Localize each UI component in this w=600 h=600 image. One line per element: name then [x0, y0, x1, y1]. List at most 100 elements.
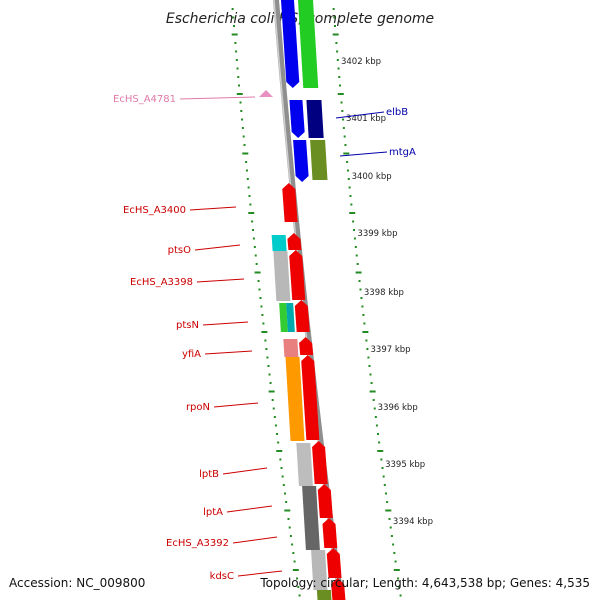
left-tick [298, 594, 301, 597]
right-tick [375, 424, 378, 427]
kbp-tick-label: 3397 kbp [371, 345, 411, 355]
left-tick [276, 450, 283, 452]
left-tick [285, 501, 288, 503]
left-tick [248, 195, 251, 197]
kbp-tick-label: 3400 kbp [352, 172, 392, 182]
left-tick [242, 135, 245, 138]
right-tick [340, 101, 343, 104]
right-tick [383, 484, 386, 486]
kbp-tick-label: 3402 kbp [341, 57, 381, 67]
right-tick [333, 16, 336, 19]
left-tick [249, 203, 252, 206]
right-tick [341, 110, 344, 112]
right-tick [348, 186, 351, 189]
left-tick [236, 93, 243, 95]
reverse-gene-arrow [281, 0, 300, 88]
cog-block [316, 590, 332, 600]
right-tick [346, 169, 349, 172]
reverse-gene-track [281, 0, 309, 182]
gene-label: elbB [386, 107, 408, 118]
gene-label-leader [179, 96, 256, 100]
right-tick [336, 59, 339, 61]
forward-gene-arrow [326, 548, 342, 578]
left-tick [272, 407, 275, 410]
right-tick [347, 178, 350, 180]
left-tick [247, 186, 250, 189]
left-tick [264, 339, 267, 342]
right-tick [349, 212, 356, 214]
right-tick [343, 135, 346, 138]
right-tick [380, 458, 383, 461]
left-tick [297, 586, 300, 588]
left-tick [293, 560, 296, 563]
right-tick [393, 552, 396, 554]
right-tick [366, 348, 369, 350]
gene-labels: EcHS_A4781 elbB mtgA EcHS_A3400 ptsO EcHS_A33… [113, 94, 416, 582]
left-tick [252, 229, 255, 231]
cog-block [285, 357, 305, 441]
cog-track-left [271, 235, 332, 600]
left-tick [243, 144, 246, 146]
right-tick [342, 118, 345, 121]
left-tick [276, 433, 279, 435]
right-tick [361, 305, 364, 308]
right-tick [369, 373, 372, 376]
kbp-tick-label: 3396 kbp [378, 403, 418, 413]
right-tick [373, 407, 376, 410]
forward-gene-arrow [312, 441, 328, 484]
left-tick [289, 535, 292, 537]
left-tick [237, 76, 240, 78]
gene-label: yfiA [182, 349, 201, 360]
right-tick [399, 594, 402, 597]
left-tick [283, 492, 286, 495]
gene-label-leader [202, 321, 249, 326]
left-tick [291, 543, 294, 546]
right-tick [337, 67, 340, 70]
kbp-ruler: 3402 kbp 3401 kbp 3400 kbp 3399 kbp 3398 kbp… [341, 57, 433, 527]
kbp-tick-label: 3398 kbp [364, 288, 404, 298]
right-tick [372, 399, 375, 401]
right-tick [336, 50, 339, 53]
left-tick [245, 169, 248, 172]
left-tick [260, 305, 263, 308]
forward-gene-arrow [287, 233, 302, 250]
left-tick [245, 161, 248, 163]
left-tick [261, 314, 264, 316]
gene-label: rpoN [186, 402, 210, 413]
left-tick [232, 25, 235, 27]
left-tick [273, 416, 276, 418]
right-tick [393, 569, 400, 571]
forward-gene-arrow [301, 355, 320, 440]
forward-gene-arrow [317, 484, 333, 518]
left-tick [281, 475, 284, 478]
left-tick [242, 152, 249, 155]
right-tick-track [332, 8, 402, 597]
left-tick [284, 509, 291, 512]
left-tick [248, 212, 255, 214]
right-tick [335, 42, 338, 44]
cog-block [286, 303, 295, 332]
misc-feature-track [259, 90, 273, 97]
right-tick [346, 161, 349, 163]
right-tick [384, 492, 387, 495]
right-tick [370, 382, 373, 384]
left-tick [282, 484, 285, 486]
left-tick [261, 331, 268, 333]
gene-label-leader [237, 570, 283, 577]
gene-label-leader [196, 278, 245, 283]
right-tick [349, 195, 352, 197]
cog-block [306, 100, 324, 138]
right-tick [386, 501, 389, 503]
right-tick [389, 526, 392, 529]
left-tick [254, 271, 261, 274]
right-tick [374, 416, 377, 418]
cog-block [311, 550, 328, 590]
right-tick [385, 509, 392, 512]
gene-label-leader [189, 206, 237, 211]
right-tick [365, 339, 368, 342]
gene-label: EcHS_A3400 [123, 205, 186, 216]
left-tick [253, 246, 256, 248]
left-tick [269, 382, 272, 384]
kbp-tick-label: 3401 kbp [346, 114, 386, 124]
